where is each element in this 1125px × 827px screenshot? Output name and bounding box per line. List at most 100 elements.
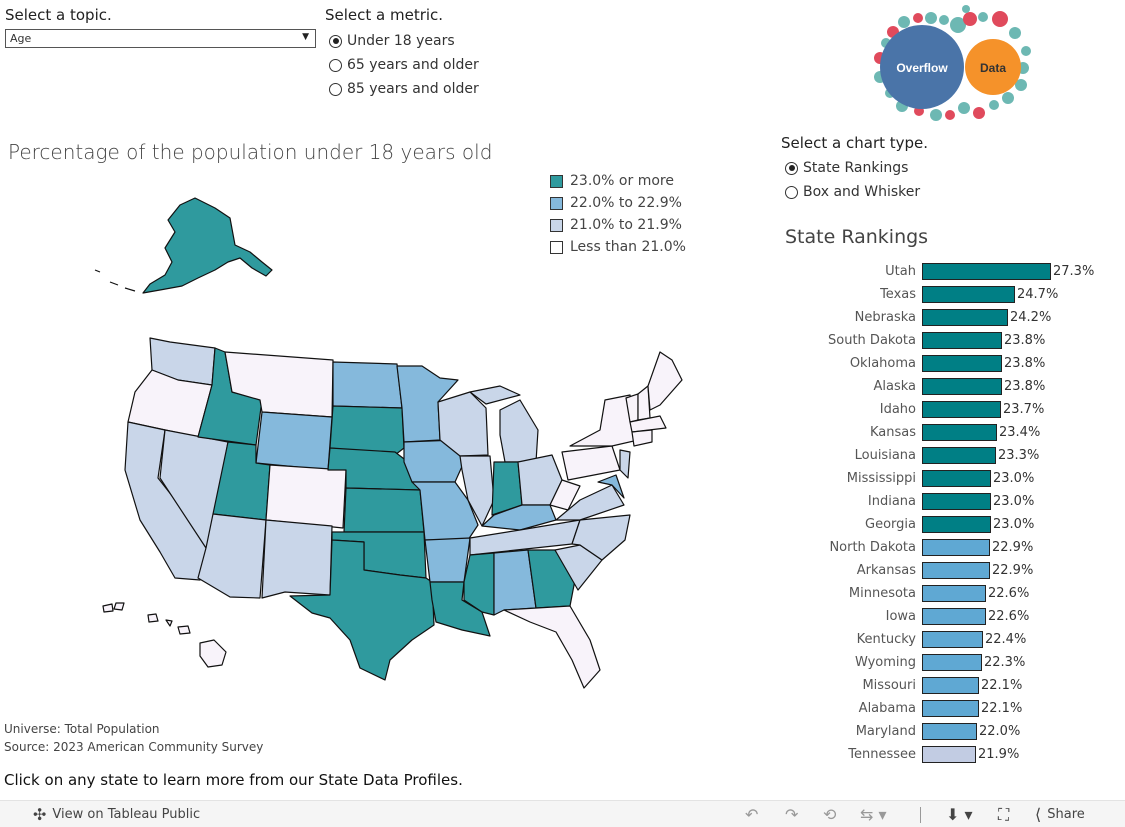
- ranking-bar[interactable]: [922, 309, 1008, 326]
- radio-icon[interactable]: [329, 82, 342, 96]
- ranking-bar[interactable]: [922, 516, 991, 533]
- state-wyoming[interactable]: [255, 411, 333, 471]
- state-florida[interactable]: [503, 605, 601, 689]
- ranking-bar[interactable]: [922, 562, 990, 579]
- ranking-row[interactable]: Kansas 23.4%: [780, 423, 1125, 446]
- undo-icon[interactable]: ↶: [745, 805, 759, 824]
- refresh-icon[interactable]: ⇆ ▾: [860, 805, 887, 824]
- state-south-dakota[interactable]: [329, 405, 405, 456]
- ranking-row[interactable]: Georgia 23.0%: [780, 515, 1125, 538]
- ranking-bar[interactable]: [922, 332, 1002, 349]
- state-profile-link[interactable]: Click on any state to learn more from ou…: [4, 771, 463, 789]
- ranking-row[interactable]: South Dakota 23.8%: [780, 331, 1125, 354]
- ranking-value-label: 23.8%: [1004, 356, 1046, 371]
- legend-item[interactable]: 23.0% or more: [550, 170, 686, 192]
- revert-icon[interactable]: ⟲: [823, 805, 837, 824]
- ranking-row[interactable]: Kentucky 22.4%: [780, 630, 1125, 653]
- download-icon[interactable]: ⬇ ▾: [946, 805, 973, 824]
- ranking-row[interactable]: Alabama 22.1%: [780, 699, 1125, 722]
- ranking-bar[interactable]: [922, 470, 991, 487]
- radio-selected-icon[interactable]: [329, 34, 342, 48]
- state-texas[interactable]: [289, 539, 435, 681]
- legend-item[interactable]: Less than 21.0%: [550, 236, 686, 258]
- ranking-row[interactable]: Maryland 22.0%: [780, 722, 1125, 745]
- state-kansas[interactable]: [343, 487, 425, 533]
- state-connecticut[interactable]: [631, 429, 653, 447]
- radio-selected-icon[interactable]: [785, 161, 798, 175]
- ranking-bar[interactable]: [922, 677, 979, 694]
- ranking-bar[interactable]: [922, 286, 1015, 303]
- ranking-bar[interactable]: [922, 263, 1051, 280]
- radio-icon[interactable]: [785, 185, 798, 199]
- ranking-row[interactable]: Utah 27.3%: [780, 262, 1125, 285]
- rankings-bar-chart[interactable]: Utah 27.3% Texas 24.7% Nebraska 24.2% South Da…: [780, 262, 1125, 773]
- metric-option-65-older[interactable]: 65 years and older: [329, 53, 479, 77]
- ranking-row[interactable]: North Dakota 22.9%: [780, 538, 1125, 561]
- ranking-row[interactable]: Mississippi 23.0%: [780, 469, 1125, 492]
- ranking-row[interactable]: Minnesota 22.6%: [780, 584, 1125, 607]
- state-massachusetts[interactable]: [629, 415, 667, 433]
- chart-type-box-whisker[interactable]: Box and Whisker: [785, 180, 920, 204]
- ranking-bar[interactable]: [922, 608, 986, 625]
- ranking-row[interactable]: Nebraska 24.2%: [780, 308, 1125, 331]
- metric-option-85-older[interactable]: 85 years and older: [329, 77, 479, 101]
- ranking-bar[interactable]: [922, 700, 979, 717]
- ranking-bar[interactable]: [922, 654, 982, 671]
- state-louisiana[interactable]: [429, 581, 491, 637]
- state-virginia[interactable]: [555, 484, 625, 521]
- state-colorado[interactable]: [265, 464, 347, 529]
- ranking-bar[interactable]: [922, 723, 977, 740]
- ranking-row[interactable]: Oklahoma 23.8%: [780, 354, 1125, 377]
- ranking-bar[interactable]: [922, 585, 986, 602]
- state-maryland[interactable]: [597, 474, 625, 499]
- ranking-row[interactable]: Missouri 22.1%: [780, 676, 1125, 699]
- ranking-row[interactable]: Alaska 23.8%: [780, 377, 1125, 400]
- ranking-bar[interactable]: [922, 631, 983, 648]
- ranking-state-label: North Dakota: [829, 540, 916, 555]
- state-pennsylvania[interactable]: [561, 445, 621, 481]
- ranking-row[interactable]: Louisiana 23.3%: [780, 446, 1125, 469]
- ranking-row[interactable]: Arkansas 22.9%: [780, 561, 1125, 584]
- state-west-virginia[interactable]: [549, 479, 581, 511]
- view-on-tableau-link[interactable]: ✣ View on Tableau Public: [33, 805, 200, 824]
- ranking-row[interactable]: Texas 24.7%: [780, 285, 1125, 308]
- radio-icon[interactable]: [329, 58, 342, 72]
- state-new-jersey[interactable]: [619, 449, 631, 479]
- legend-item[interactable]: 22.0% to 22.9%: [550, 192, 686, 214]
- ranking-row[interactable]: Wyoming 22.3%: [780, 653, 1125, 676]
- ranking-bar[interactable]: [922, 493, 991, 510]
- ranking-state-label: Oklahoma: [849, 356, 916, 371]
- ranking-row[interactable]: Idaho 23.7%: [780, 400, 1125, 423]
- ranking-bar[interactable]: [922, 401, 1001, 418]
- state-new-mexico[interactable]: [261, 519, 333, 599]
- ranking-bar[interactable]: [922, 378, 1002, 395]
- ranking-bar[interactable]: [922, 355, 1002, 372]
- ranking-bar[interactable]: [922, 539, 990, 556]
- chart-type-options: State Rankings Box and Whisker: [785, 156, 920, 204]
- share-button[interactable]: ⟨ Share: [1035, 805, 1085, 824]
- state-north-dakota[interactable]: [332, 361, 403, 409]
- ranking-bar[interactable]: [922, 447, 996, 464]
- ranking-value-label: 22.9%: [992, 563, 1034, 578]
- ranking-row[interactable]: Tennessee 21.9%: [780, 745, 1125, 768]
- ranking-bar[interactable]: [922, 424, 997, 441]
- topic-dropdown[interactable]: Age ▼: [5, 29, 316, 48]
- state-california[interactable]: [124, 421, 214, 581]
- state-hawaii[interactable]: [102, 602, 227, 668]
- state-arkansas[interactable]: [424, 537, 471, 583]
- state-new-york[interactable]: [569, 394, 639, 447]
- legend-item[interactable]: 21.0% to 21.9%: [550, 214, 686, 236]
- ranking-bar[interactable]: [922, 746, 976, 763]
- chart-type-state-rankings[interactable]: State Rankings: [785, 156, 920, 180]
- fullscreen-icon[interactable]: ⛶: [998, 805, 1010, 824]
- ranking-row[interactable]: Indiana 23.0%: [780, 492, 1125, 515]
- metric-option-under-18[interactable]: Under 18 years: [329, 29, 479, 53]
- chart-type-label: Box and Whisker: [803, 184, 921, 200]
- state-maine[interactable]: [647, 351, 683, 411]
- us-choropleth-map[interactable]: [90, 165, 690, 695]
- redo-icon[interactable]: ↷: [785, 805, 799, 824]
- share-icon: ⟨: [1035, 805, 1042, 824]
- state-missouri[interactable]: [411, 481, 479, 541]
- ranking-row[interactable]: Iowa 22.6%: [780, 607, 1125, 630]
- state-alaska[interactable]: [142, 197, 273, 294]
